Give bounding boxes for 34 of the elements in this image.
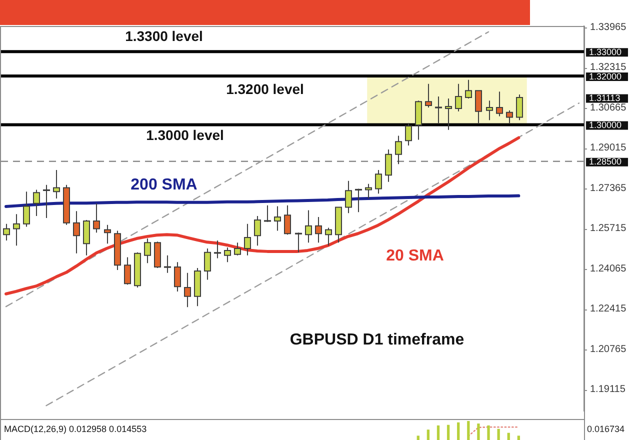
ref-line-label: 1.28500 [589, 156, 622, 167]
text: 1.31113 [589, 93, 620, 104]
y-tick-label: 1.19115 [590, 384, 626, 396]
text: GBPUSD D1 timeframe [290, 331, 464, 348]
series-label: 20 SMA [386, 247, 444, 264]
chart-title: MACD(12,26,9) 0.012958 0.014553 [4, 424, 147, 434]
y-tick-label: 1.25715 [590, 223, 627, 234]
ref-line-label: 1.32000 [589, 71, 622, 82]
ref-line-label: 1.30000 [589, 120, 622, 130]
bar [467, 421, 470, 440]
y-tick-label: 1.29015 [590, 142, 627, 154]
bar [446, 424, 450, 440]
annotation: 1.3000 level [146, 126, 224, 143]
annotation: 1.3300 level [125, 28, 203, 44]
text: 0.016734 [587, 424, 625, 434]
ref-line-label: 1.33000 [589, 46, 622, 57]
annotation: 1.3200 level [226, 80, 304, 97]
bar [507, 432, 510, 440]
y-tick-label: 1.20765 [590, 344, 627, 355]
bar [517, 436, 520, 440]
y-tick-label: 1.22415 [590, 304, 627, 315]
y-tick-label: 1.33965 [590, 22, 627, 33]
series-label: 200 SMA [130, 176, 198, 194]
bar [416, 436, 420, 440]
y-tick-label: 1.24065 [590, 263, 627, 274]
y-tick-label: 1.30665 [590, 102, 627, 114]
y-tick-label: 1.32315 [590, 62, 627, 74]
bar [487, 425, 490, 440]
bar [426, 430, 430, 440]
bar [497, 428, 500, 440]
bar [457, 422, 460, 440]
y-tick-label: 1.27365 [590, 182, 627, 194]
bar [477, 424, 480, 440]
bar [436, 425, 440, 440]
